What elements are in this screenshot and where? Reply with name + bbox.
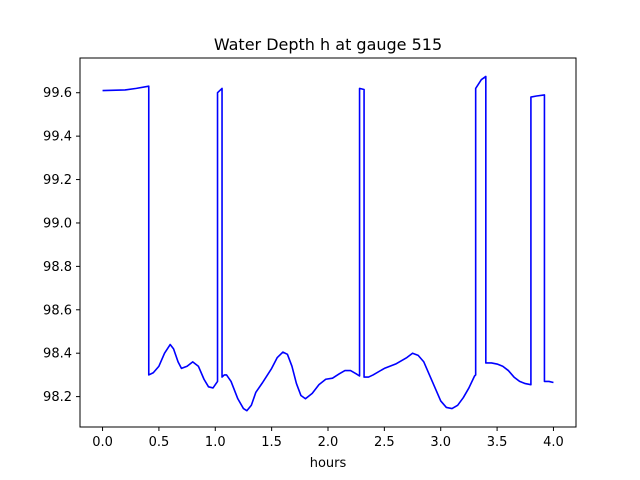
x-tick-label: 1.0 (205, 435, 226, 450)
plot-area-frame (79, 57, 577, 428)
y-tick-label: 99.4 (43, 130, 72, 145)
chart-title: Water Depth h at gauge 515 (214, 35, 442, 54)
water-depth-line (102, 75, 554, 412)
y-tick-label: 98.6 (43, 303, 72, 318)
x-tick-label: 2.0 (318, 435, 339, 450)
y-tick-label: 99.2 (43, 173, 72, 188)
x-tick-label: 0.0 (92, 435, 113, 450)
y-tick-label: 98.2 (43, 390, 72, 405)
x-tick-label: 3.0 (430, 435, 451, 450)
x-tick-label: 0.5 (149, 435, 170, 450)
series-layer (102, 75, 554, 412)
y-tick-label: 98.8 (43, 260, 72, 275)
x-tick-label: 3.5 (487, 435, 508, 450)
x-axis-ticks: 0.0 0.5 1.0 1.5 2.0 2.5 3.0 3.5 4.0 (92, 427, 564, 450)
y-tick-label: 99.0 (43, 216, 72, 231)
x-tick-label: 1.5 (261, 435, 282, 450)
y-axis-ticks: 98.2 98.4 98.6 98.8 99.0 99.2 99.4 99.6 (43, 86, 80, 405)
x-tick-label: 2.5 (374, 435, 395, 450)
x-axis-label: hours (310, 456, 347, 471)
x-tick-label: 4.0 (543, 435, 564, 450)
y-tick-label: 98.4 (43, 347, 72, 362)
y-tick-label: 99.6 (43, 86, 72, 101)
